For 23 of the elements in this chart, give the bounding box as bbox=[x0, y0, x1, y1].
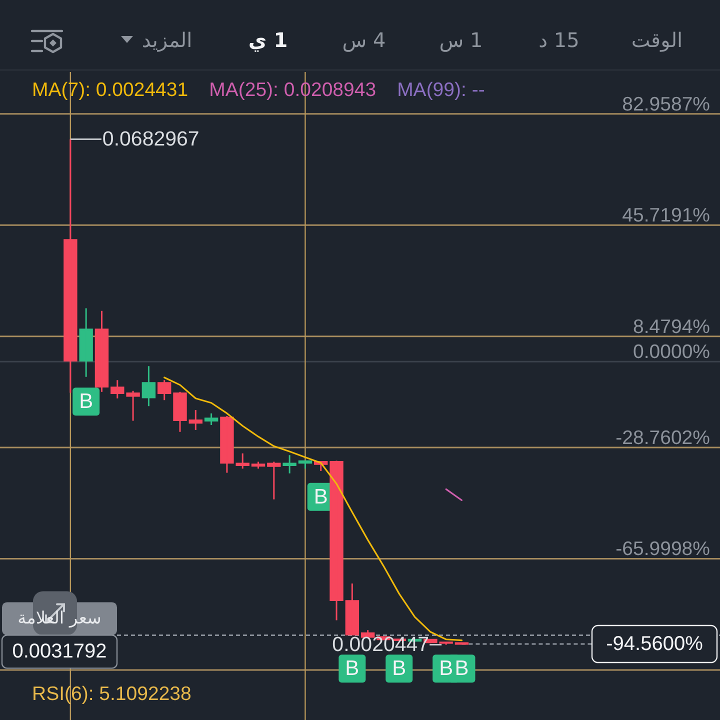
annotation: 0.0031792 bbox=[12, 640, 107, 663]
data-label: B bbox=[454, 657, 469, 680]
data-label: B bbox=[314, 485, 328, 508]
legend-label: MA(99): -- bbox=[397, 79, 485, 101]
y-tick-label: 82.9587% bbox=[622, 93, 710, 116]
annotation: 0.0020447 bbox=[332, 633, 430, 656]
y-tick-label: 0.0000% bbox=[633, 341, 710, 364]
data-label: B bbox=[439, 657, 454, 680]
ref-line-label: -94.5600% bbox=[606, 633, 704, 656]
data-label: B bbox=[392, 657, 406, 680]
y-tick-label: 45.7191% bbox=[622, 204, 710, 227]
text: الوقت bbox=[631, 28, 683, 52]
text: 1 ي bbox=[248, 28, 288, 52]
y-tick-label: -28.7602% bbox=[616, 427, 710, 450]
y-tick-label: 8.4794% bbox=[633, 316, 710, 338]
text: 15 د bbox=[538, 28, 580, 52]
annotation: 0.0682967 bbox=[102, 128, 200, 151]
y-tick-label: -65.9998% bbox=[616, 538, 710, 560]
text: 4 س bbox=[342, 28, 386, 52]
data-label: B bbox=[79, 390, 94, 414]
text: المزيد bbox=[142, 28, 192, 52]
data-label: B bbox=[345, 657, 360, 680]
text: 1 س bbox=[439, 28, 483, 52]
